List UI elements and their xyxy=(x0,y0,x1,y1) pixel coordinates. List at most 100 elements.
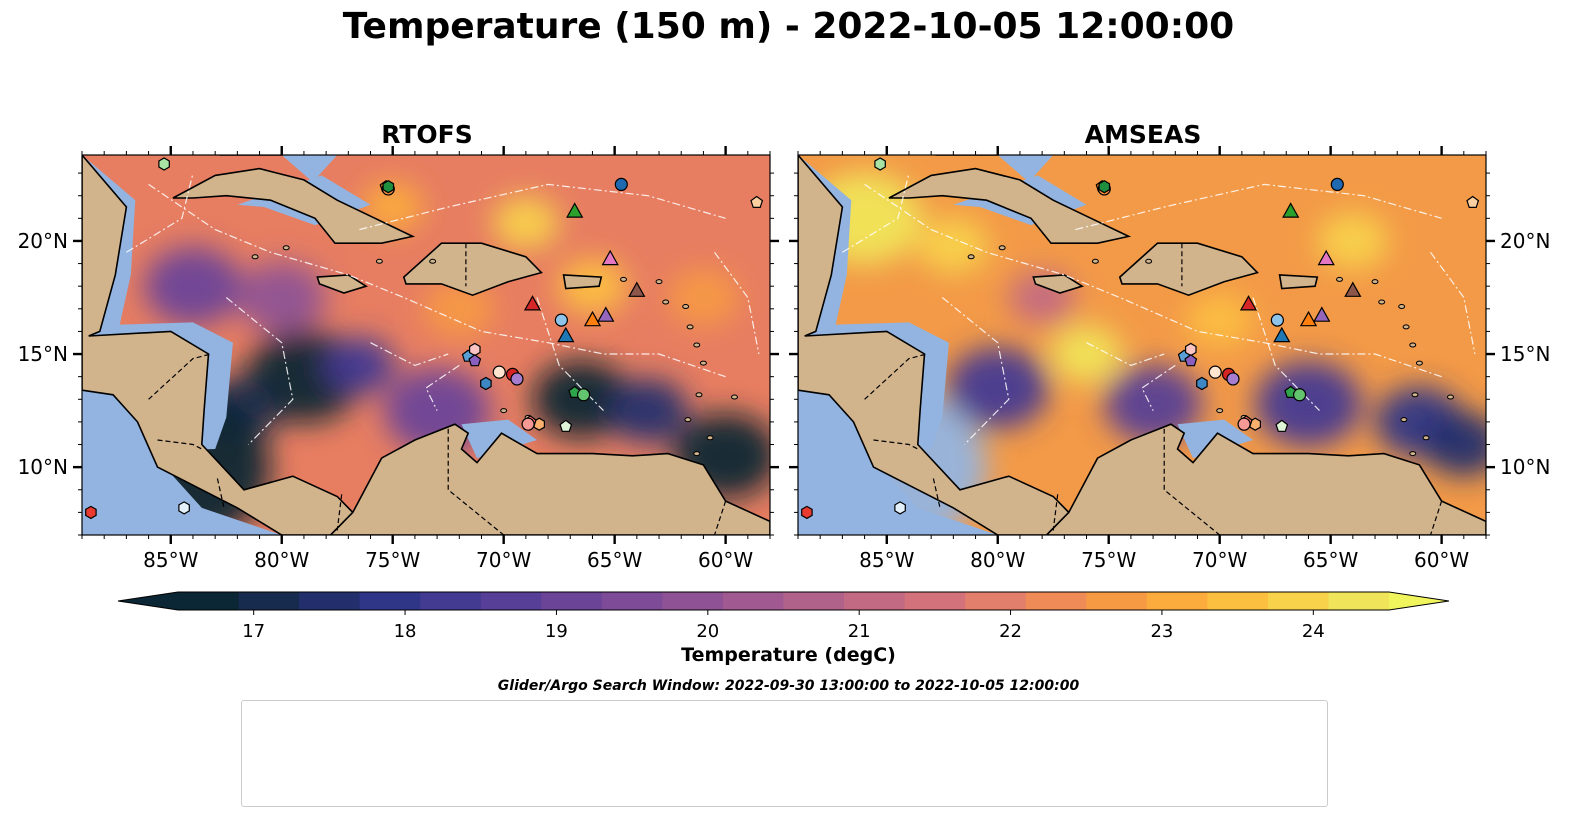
island xyxy=(1422,435,1430,441)
colorbar-tick-label: 17 xyxy=(242,621,265,642)
eez-boundary xyxy=(1075,183,1442,231)
map-frame xyxy=(81,154,771,536)
land xyxy=(172,167,416,244)
colorbar-segment xyxy=(722,592,784,610)
argo-float-marker xyxy=(894,501,906,515)
colorbar-tick-label: 18 xyxy=(394,621,417,642)
colorbar-segment xyxy=(662,592,724,610)
argo-float-marker xyxy=(492,365,506,379)
glider-marker xyxy=(566,202,584,218)
platform-markers xyxy=(85,157,764,520)
glider-marker xyxy=(557,326,575,343)
temperature-patch xyxy=(1051,325,1123,383)
island xyxy=(1371,279,1379,285)
colorbar-segment xyxy=(904,592,966,610)
lat-tick-label: 20°N xyxy=(1500,229,1550,253)
political-border xyxy=(1429,500,1443,535)
island xyxy=(682,304,690,310)
argo-float-marker xyxy=(510,372,524,386)
island xyxy=(706,435,714,441)
argo-float-marker xyxy=(1226,372,1240,386)
colorbar-segment xyxy=(601,592,663,610)
island xyxy=(282,245,290,251)
colorbar-segment xyxy=(844,592,906,610)
island xyxy=(1336,276,1344,282)
colorbar-under-arrow xyxy=(118,592,178,610)
argo-float-marker xyxy=(158,157,170,171)
colorbar-segment xyxy=(1086,592,1148,610)
colorbar-tick-label: 24 xyxy=(1302,621,1325,642)
land xyxy=(935,155,999,156)
lon-tick-label: 75°W xyxy=(1081,548,1136,572)
amseas-panel-title: AMSEAS xyxy=(1084,120,1202,149)
argo-float-marker xyxy=(576,388,591,402)
land xyxy=(219,155,283,156)
land xyxy=(1032,274,1084,294)
lon-tick-label: 85°W xyxy=(143,548,198,572)
land xyxy=(402,242,543,297)
land xyxy=(798,155,1070,535)
rtofs-map: 85°W 80°W 75°W 70°W 65°W 60°W 20°N 15°N 10°N xyxy=(18,146,779,572)
island xyxy=(695,392,703,398)
colorbar-segment xyxy=(1207,592,1269,610)
eez-boundary xyxy=(359,183,726,231)
island xyxy=(1145,258,1153,264)
island xyxy=(1398,304,1406,310)
glider-marker xyxy=(1282,202,1300,218)
lon-tick-label: 65°W xyxy=(587,548,642,572)
map-clip-group xyxy=(82,155,770,535)
political-border xyxy=(1052,494,1059,531)
island xyxy=(1216,408,1224,414)
argo-float-marker xyxy=(382,180,395,194)
island xyxy=(730,394,738,400)
colorbar-segment xyxy=(238,592,300,610)
political-border xyxy=(932,478,941,509)
temperature-patch xyxy=(144,247,242,326)
lon-tick-label: 60°W xyxy=(698,548,753,572)
argo-float-marker xyxy=(1184,354,1198,367)
shallow-shelf xyxy=(997,155,1054,183)
amseas-map: 85°W 80°W 75°W 70°W 65°W 60°W 20°N 15°N 10°N xyxy=(789,146,1550,572)
temperature-patch xyxy=(1423,412,1486,477)
eez-boundary xyxy=(126,172,194,253)
eez-boundary xyxy=(225,297,294,445)
argo-float-marker xyxy=(1184,342,1197,357)
rtofs-panel-title: RTOFS xyxy=(381,120,473,149)
shallow-shelf xyxy=(82,390,282,535)
argo-float-marker xyxy=(521,417,535,431)
temperature-patch xyxy=(607,378,688,443)
temperature-patch xyxy=(1186,293,1253,347)
lat-tick-label: 20°N xyxy=(18,229,68,253)
shallow-shelf xyxy=(281,155,338,183)
argo-float-marker xyxy=(554,313,568,327)
colorbar-segment xyxy=(299,592,361,610)
argo-float-marker xyxy=(1330,177,1344,192)
search-window-text: Glider/Argo Search Window: 2022-09-30 13… xyxy=(497,678,1080,694)
argo-float-marker xyxy=(1098,180,1111,194)
platform-markers xyxy=(801,157,1480,520)
island xyxy=(375,258,383,264)
colorbar-segment xyxy=(359,592,421,610)
land xyxy=(1045,423,1486,535)
lon-tick-label: 60°W xyxy=(1414,548,1469,572)
temperature-patch xyxy=(323,336,395,394)
island xyxy=(662,299,670,305)
glider-marker xyxy=(1344,281,1362,297)
argo-float-marker xyxy=(178,501,190,515)
colorbar-segment xyxy=(480,592,542,610)
glider-marker xyxy=(1313,306,1331,322)
land xyxy=(329,423,770,535)
colorbar-segment xyxy=(1025,592,1087,610)
argo-float-marker xyxy=(1466,195,1480,208)
argo-float-marker xyxy=(1270,313,1284,327)
island xyxy=(1446,394,1454,400)
lon-tick-label: 80°W xyxy=(254,548,309,572)
colorbar-segment xyxy=(541,592,603,610)
argo-float-marker xyxy=(801,505,813,520)
lon-tick-label: 65°W xyxy=(1303,548,1358,572)
glider-marker xyxy=(583,310,602,327)
island xyxy=(686,324,694,330)
lat-tick-label: 10°N xyxy=(1500,455,1550,479)
lat-tick-label: 10°N xyxy=(18,455,68,479)
island xyxy=(251,254,259,260)
